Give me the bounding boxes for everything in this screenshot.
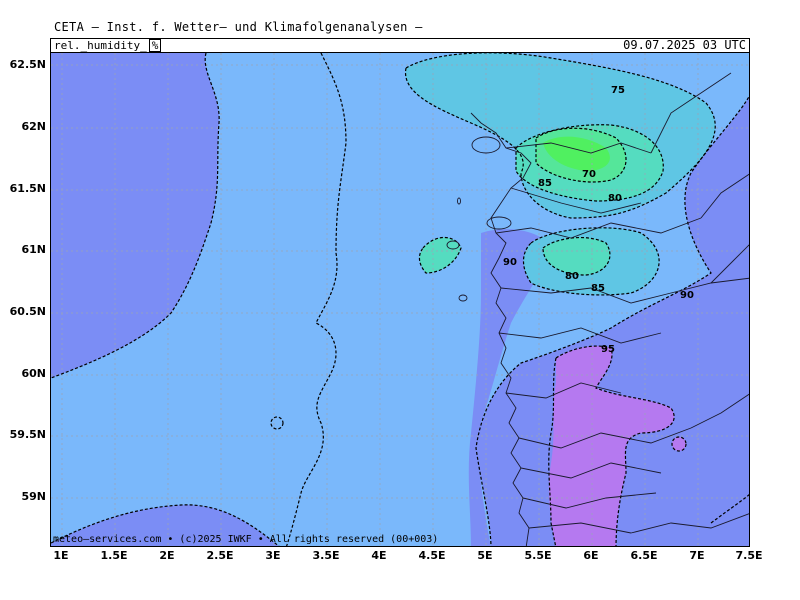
contour-label: 95 [601,344,615,355]
x-tick-label: 2.5E [206,549,234,562]
x-tick-label: 3.5E [312,549,340,562]
x-tick-label: 4E [371,549,387,562]
y-tick-label: 61.5N [9,182,46,195]
rh-90-95-southwest-region [51,504,279,546]
humidity-map: 75 70 80 85 90 80 85 90 95 [50,52,750,547]
contour-label: 70 [582,169,596,180]
humidity-contours [51,53,749,546]
contour-label-group: 75 70 80 85 90 80 85 90 95 [503,85,694,355]
x-tick-label: 2E [159,549,175,562]
rh-95-100-region [548,346,675,546]
map-canvas: 75 70 80 85 90 80 85 90 95 [51,53,749,546]
copyright-notice: meteo—services.com • (c)2025 IWKF • All … [53,534,439,545]
x-tick-label: 4.5E [418,549,446,562]
x-tick-label: 6.5E [630,549,658,562]
y-tick-label: 59N [21,490,46,503]
y-tick-label: 60.5N [9,305,46,318]
x-tick-label: 6E [583,549,599,562]
x-tick-label: 3E [265,549,281,562]
contour-label: 80 [608,193,622,204]
x-tick-label: 5.5E [524,549,552,562]
rh-80-85-coast-region [419,237,461,273]
x-tick-label: 1E [53,549,69,562]
contour-label: 75 [611,85,625,96]
contour-label: 90 [680,290,694,301]
valid-datetime: 09.07.2025 03 UTC [623,38,746,52]
y-tick-label: 62N [21,120,46,133]
graticule [51,53,749,546]
coastline [446,72,749,546]
chart-title: CETA — Inst. f. Wetter— und Klimafolgena… [54,20,423,34]
y-tick-label: 62.5N [9,58,46,71]
x-tick-label: 1.5E [100,549,128,562]
x-tick-label: 7E [689,549,705,562]
y-tick-label: 61N [21,243,46,256]
parameter-label: rel._humidity_% [54,39,162,52]
rh-95-100-spot [672,437,686,451]
rh-90-95-coast-region [468,229,551,546]
rh-75-80-center-region [543,237,610,275]
rh-90-95-east-region [476,96,749,546]
rh-90-95-west-region [51,53,220,378]
y-tick-label: 60N [21,367,46,380]
x-tick-label: 5E [477,549,493,562]
contour-label: 80 [565,271,579,282]
unit-label: % [148,39,162,52]
contour-label: 85 [591,283,605,294]
subheader-bar: rel._humidity_% 09.07.2025 03 UTC [50,38,750,52]
contour-label: 90 [503,257,517,268]
x-tick-label: 7.5E [735,549,763,562]
contour-label: 85 [538,178,552,189]
y-tick-label: 59.5N [9,428,46,441]
